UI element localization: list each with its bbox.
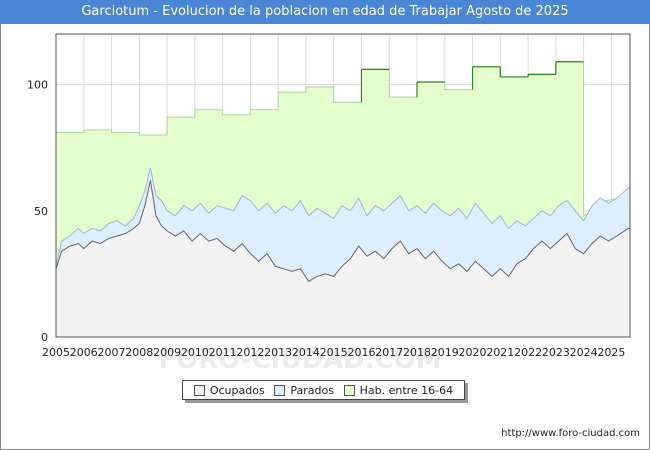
- legend-item-hab: Hab. entre 16-64: [343, 383, 454, 397]
- x-tick-label-2013: 2013: [264, 346, 292, 359]
- x-tick-label-2010: 2010: [181, 346, 209, 359]
- x-tick-label-2011: 2011: [209, 346, 237, 359]
- legend-label-ocupados: Ocupados: [209, 383, 265, 397]
- series-areas: [55, 61, 630, 338]
- chart-legend: Ocupados Parados Hab. entre 16-64: [182, 380, 465, 400]
- line-parados: [55, 167, 630, 267]
- y-tick-label-50: 50: [34, 205, 48, 218]
- y-tick-label-0: 0: [41, 331, 48, 344]
- legend-item-parados: Parados: [274, 384, 334, 397]
- x-tick-label-2022: 2022: [514, 346, 542, 359]
- x-tick-label-2007: 2007: [98, 346, 126, 359]
- x-tick-label-2021: 2021: [486, 346, 514, 359]
- x-tick-label-2017: 2017: [375, 346, 403, 359]
- legend-swatch-ocupados: [193, 384, 205, 396]
- x-tick-label-2020: 2020: [459, 346, 487, 359]
- x-tick-label-2024: 2024: [570, 346, 598, 359]
- source-url: http://www.foro-ciudad.com: [501, 428, 640, 439]
- y-axis-ticks: 0 50 100: [27, 79, 48, 345]
- x-tick-label-2005: 2005: [42, 346, 70, 359]
- watermark: FORO-CIUDAD.COM: [158, 345, 441, 375]
- x-tick-label-2012: 2012: [236, 346, 264, 359]
- x-axis-ticks: 2005 2006 2007 2008 2009 2010 2011 2012 2013 2014…: [42, 346, 625, 359]
- chart-title: Garciotum - Evolucion de la poblacion en…: [0, 0, 650, 24]
- x-tick-label-2019: 2019: [431, 346, 459, 359]
- x-tick-label-2023: 2023: [542, 346, 570, 359]
- area-ocupados: [56, 180, 630, 337]
- x-tick-label-2025: 2025: [597, 346, 625, 359]
- x-tick-label-2018: 2018: [403, 346, 431, 359]
- legend-item-ocupados: Ocupados: [193, 383, 265, 397]
- x-tick-label-2009: 2009: [153, 346, 181, 359]
- x-tick-label-2014: 2014: [292, 346, 320, 359]
- legend-label-parados: Parados: [290, 383, 334, 397]
- x-tick-label-2006: 2006: [70, 346, 98, 359]
- legend-swatch-hab: [343, 384, 355, 396]
- y-tick-label-100: 100: [27, 79, 48, 92]
- x-tick-label-2016: 2016: [347, 346, 375, 359]
- x-tick-label-2015: 2015: [320, 346, 348, 359]
- line-ocupados: [55, 180, 630, 283]
- plot-border: [55, 33, 631, 338]
- x-tick-label-2008: 2008: [125, 346, 153, 359]
- legend-swatch-parados: [274, 384, 286, 396]
- legend-label-hab: Hab. entre 16-64: [359, 383, 454, 397]
